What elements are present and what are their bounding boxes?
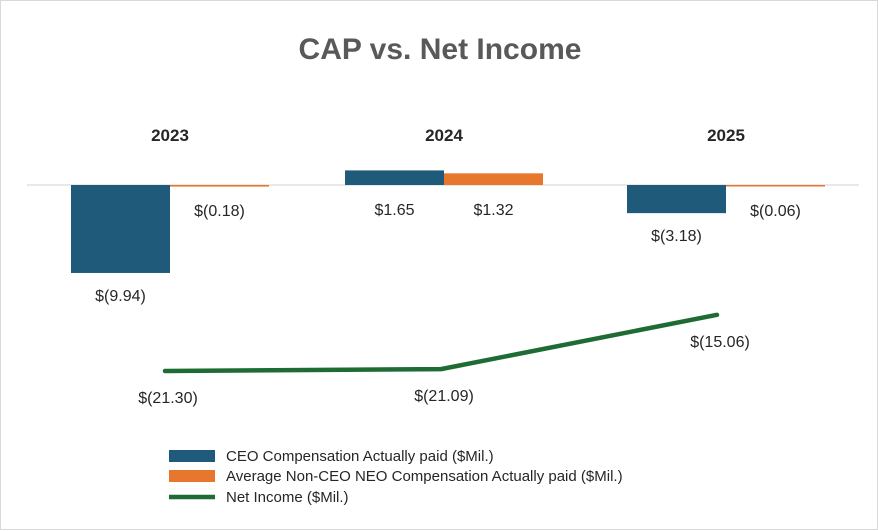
bar-label-ceo-2024: $1.65 [374,202,414,219]
category-labels: 2023 2024 2025 [151,126,745,145]
bar-non-ceo-2025 [726,185,825,187]
net-income-label-2024: $(21.09) [414,388,474,405]
bar-marks [71,170,825,273]
bar-label-non-ceo-2024: $1.32 [473,202,513,219]
bar-ceo-2025 [627,185,726,213]
legend-swatch-ceo [169,450,215,462]
bar-label-ceo-2023: $(9.94) [95,288,146,305]
net-income-line-group: $(21.30) $(21.09) $(15.06) [138,315,750,407]
net-income-label-2023: $(21.30) [138,390,198,407]
bar-data-labels: $(9.94) $1.65 $(3.18) $(0.18) $1.32 $(0.06) [95,202,801,305]
legend-label-net-income: Net Income ($Mil.) [226,489,349,506]
legend: CEO Compensation Actually paid ($Mil.) Av… [169,448,623,506]
category-label-2025: 2025 [707,126,745,145]
category-label-2023: 2023 [151,126,189,145]
legend-label-ceo: CEO Compensation Actually paid ($Mil.) [226,448,494,465]
bar-ceo-2023 [71,185,170,273]
bar-non-ceo-2023 [170,185,269,187]
bar-ceo-2024 [345,170,444,185]
net-income-line [165,315,717,371]
legend-swatch-non-ceo [169,470,215,482]
bar-label-non-ceo-2025: $(0.06) [750,203,801,220]
bar-label-ceo-2025: $(3.18) [651,228,702,245]
bar-non-ceo-2024 [444,173,543,185]
legend-label-non-ceo: Average Non-CEO NEO Compensation Actuall… [226,468,623,485]
bar-label-non-ceo-2023: $(0.18) [194,203,245,220]
chart-title: CAP vs. Net Income [299,33,582,66]
category-label-2024: 2024 [425,126,463,145]
net-income-label-2025: $(15.06) [690,334,750,351]
